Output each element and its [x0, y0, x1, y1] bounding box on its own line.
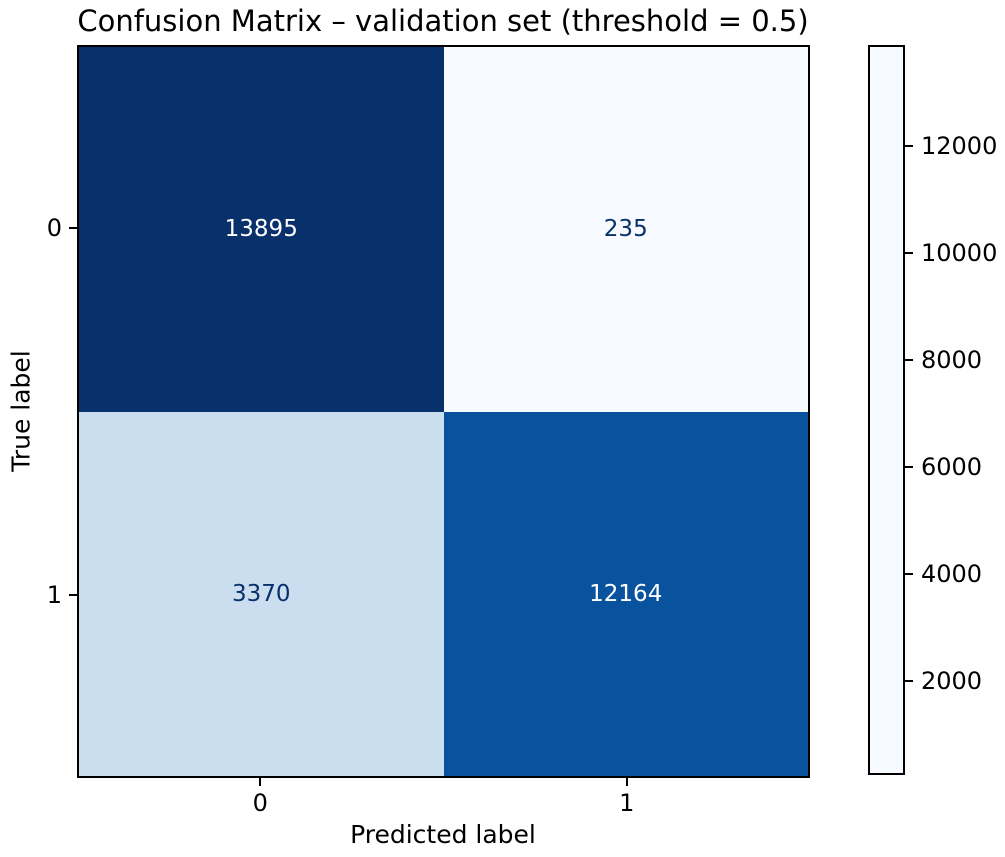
cell-r1c1: 12164: [443, 411, 808, 776]
colorbar-tick-label: 2000: [921, 666, 983, 695]
colorbar-tick-mark: [905, 359, 913, 362]
colorbar-tick-mark: [905, 465, 913, 468]
colorbar-tick-mark: [905, 145, 913, 148]
colorbar: [868, 45, 905, 775]
heatmap-grid: 13895 235 3370 12164: [79, 47, 808, 776]
colorbar-tick-label: 10000: [921, 239, 998, 268]
y-tick-label: 1: [46, 580, 62, 609]
x-tick-mark: [625, 778, 628, 786]
x-tick-mark: [259, 778, 262, 786]
x-axis-label: Predicted label: [350, 820, 536, 849]
colorbar-tick-mark: [905, 572, 913, 575]
axes: 13895 235 3370 12164: [77, 45, 810, 778]
x-tick-label: 1: [619, 789, 635, 817]
colorbar-tick-label: 8000: [921, 346, 983, 375]
colorbar-tick-mark: [905, 252, 913, 255]
cell-r1c0: 3370: [79, 411, 444, 776]
y-tick-mark: [69, 227, 77, 230]
colorbar-tick-label: 12000: [921, 132, 998, 161]
y-tick-mark: [69, 593, 77, 596]
colorbar-tick-label: 6000: [921, 452, 983, 481]
y-tick-label: 0: [46, 214, 62, 243]
colorbar-tick-label: 4000: [921, 559, 983, 588]
cell-r0c0: 13895: [79, 47, 444, 412]
colorbar-tick-mark: [905, 679, 913, 682]
x-tick-label: 0: [252, 789, 268, 817]
chart-title: Confusion Matrix – validation set (thres…: [77, 4, 809, 38]
y-axis-label: True label: [6, 350, 36, 472]
cell-r0c1: 235: [443, 47, 808, 412]
